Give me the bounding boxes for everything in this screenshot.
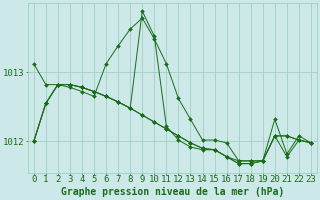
X-axis label: Graphe pression niveau de la mer (hPa): Graphe pression niveau de la mer (hPa) <box>61 187 284 197</box>
